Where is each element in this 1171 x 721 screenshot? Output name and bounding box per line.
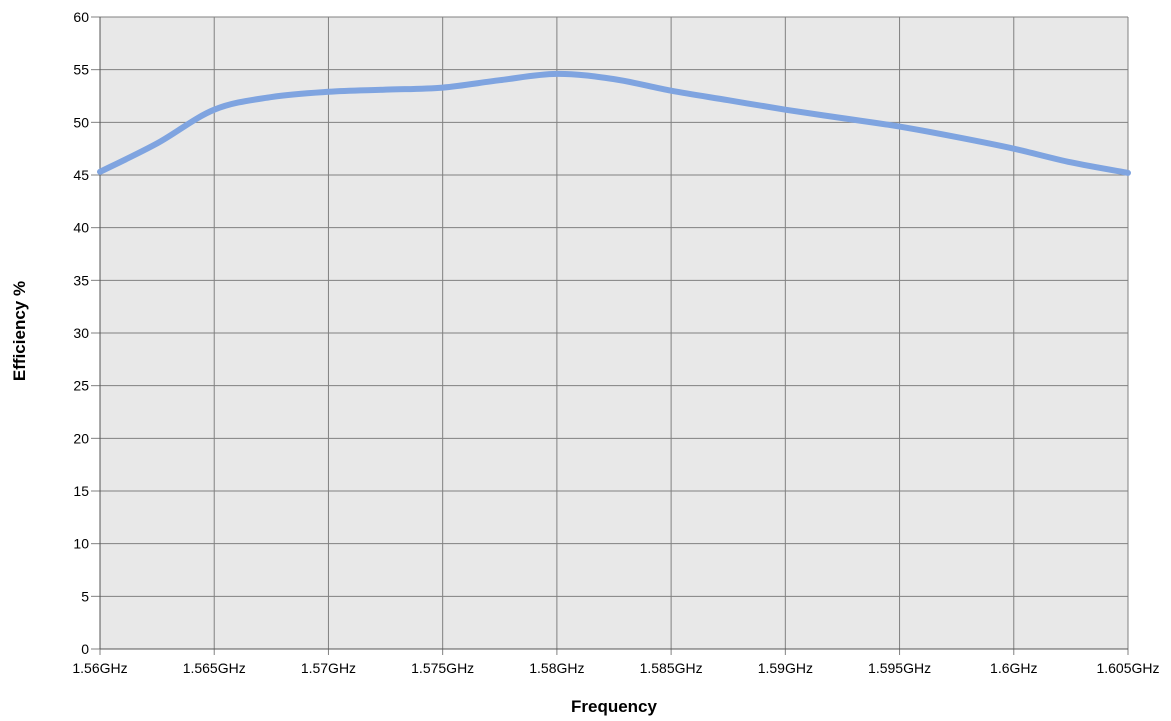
x-tick-label: 1.59GHz [758,660,813,676]
x-tick-labels: 1.56GHz 1.565GHz 1.57GHz 1.575GHz 1.58GHz 1.5… [72,660,1159,676]
y-tick-label: 45 [73,167,89,183]
y-tick-label: 15 [73,483,89,499]
y-tick-label: 60 [73,9,89,25]
y-axis-title: Efficiency % [10,281,29,381]
y-tick-label: 30 [73,325,89,341]
x-tick-label: 1.565GHz [183,660,246,676]
x-tick-label: 1.575GHz [411,660,474,676]
y-tick-label: 50 [73,114,89,130]
x-tick-label: 1.585GHz [640,660,703,676]
y-tick-label: 40 [73,220,89,236]
y-tick-labels: 0 5 10 15 20 25 30 35 40 45 50 55 60 [73,9,89,657]
x-tick-label: 1.595GHz [868,660,931,676]
x-tick-label: 1.56GHz [72,660,127,676]
y-tick-label: 20 [73,430,89,446]
y-tick-label: 35 [73,272,89,288]
x-tick-label: 1.605GHz [1096,660,1159,676]
x-tick-label: 1.6GHz [990,660,1037,676]
y-tick-label: 10 [73,536,89,552]
y-tick-label: 25 [73,378,89,394]
x-tick-label: 1.57GHz [301,660,356,676]
y-tick-label: 0 [81,641,89,657]
y-tick-label: 5 [81,588,89,604]
efficiency-line [97,70,1131,176]
x-tick-label: 1.58GHz [529,660,584,676]
x-axis-title: Frequency [571,697,658,716]
grid-lines [91,16,1129,655]
series-lines [97,70,1131,176]
y-tick-label: 55 [73,62,89,78]
